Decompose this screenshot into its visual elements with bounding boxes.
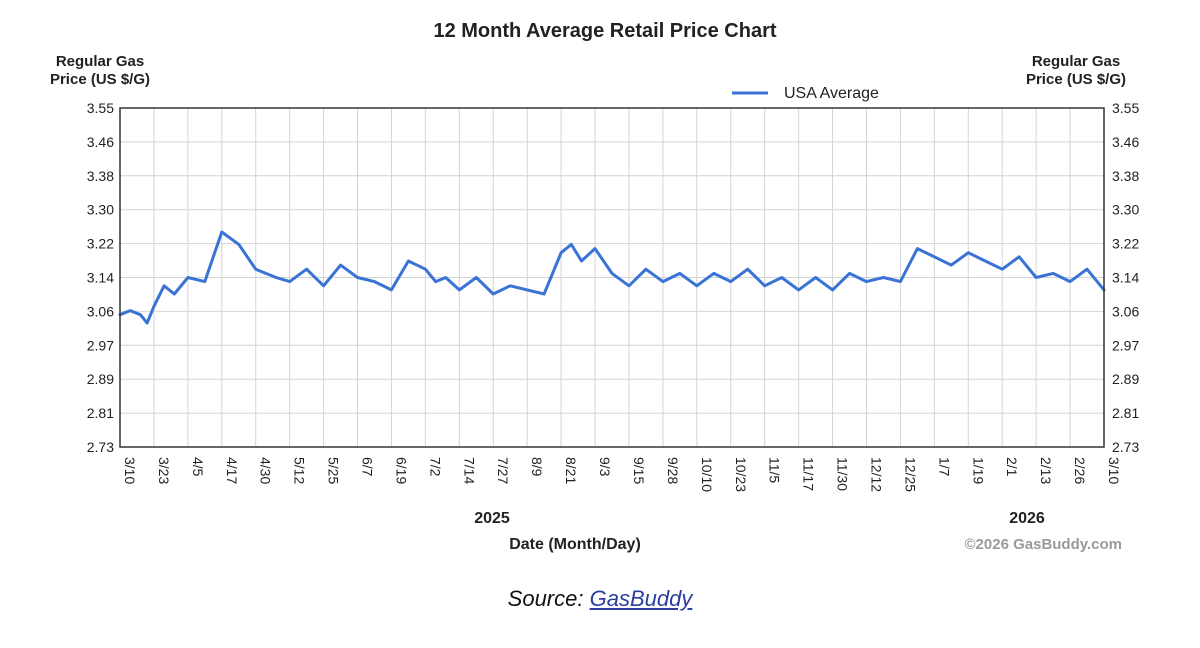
y-tick-label-left: 2.89: [87, 371, 114, 387]
legend: USA Average: [732, 85, 879, 102]
x-tick-label: 7/14: [461, 457, 477, 484]
x-tick-label: 6/19: [393, 457, 409, 484]
x-tick-label: 5/25: [326, 457, 342, 484]
y-tick-label-right: 2.97: [1112, 337, 1139, 353]
y-tick-label-right: 2.81: [1112, 405, 1139, 421]
x-tick-label: 3/10: [122, 457, 138, 484]
x-tick-labels: 3/10 3/23 4/5 4/17 4/30 5/12 5/25 6/7 6/19 7/2 7/1…: [122, 457, 1122, 492]
y-tick-label-right: 3.22: [1112, 236, 1139, 252]
x-axis-label: Date (Month/Day): [509, 536, 641, 553]
x-tick-label: 12/12: [868, 457, 884, 492]
y-axis-label-left-line2: Price (US $/G): [50, 71, 150, 88]
x-tick-label: 9/15: [631, 457, 647, 484]
x-tick-label: 5/12: [292, 457, 308, 484]
x-tick-label: 2/1: [1004, 457, 1020, 477]
x-tick-label: 4/17: [224, 457, 240, 484]
x-tick-label: 2/26: [1072, 457, 1088, 484]
series-layer: [118, 230, 1106, 325]
x-tick-label: 10/10: [699, 457, 715, 492]
y-tick-label-left: 3.14: [87, 270, 114, 286]
y-tick-label-right: 3.38: [1112, 168, 1139, 184]
x-tick-label: 3/23: [156, 457, 172, 484]
y-tick-label-right: 2.73: [1112, 439, 1139, 455]
x-tick-label: 4/30: [258, 457, 274, 484]
plot-frame: [119, 107, 1105, 448]
x-tick-label: 6/7: [360, 457, 376, 477]
x-tick-label: 12/25: [902, 457, 918, 492]
x-tick-label: 4/5: [190, 457, 206, 477]
y-tick-label-left: 3.38: [87, 168, 114, 184]
watermark: ©2026 GasBuddy.com: [965, 536, 1123, 553]
x-tick-label: 7/2: [427, 457, 443, 477]
source-caption: Source: GasBuddy: [0, 586, 1200, 612]
x-tick-label: 11/5: [767, 457, 783, 483]
x-tick-label: 11/30: [835, 457, 851, 491]
series-line-usa-average: [118, 230, 1106, 325]
y-tick-labels: 3.55 3.55 3.46 3.46 3.38 3.38 3.30 3.30 3.22 3.22…: [87, 100, 1140, 455]
chart-title: 12 Month Average Retail Price Chart: [433, 20, 776, 42]
y-tick-label-left: 3.55: [87, 100, 114, 116]
x-tick-label: 1/19: [970, 457, 986, 484]
x-tick-label: 3/10: [1106, 457, 1122, 484]
y-tick-label-left: 2.81: [87, 405, 114, 421]
x-tick-label: 8/21: [563, 457, 579, 484]
y-tick-label-left: 3.22: [87, 236, 114, 252]
y-tick-label-left: 2.97: [87, 337, 114, 353]
y-axis-label-right-line2: Price (US $/G): [1026, 71, 1126, 88]
y-axis-label-left-line1: Regular Gas: [56, 53, 144, 70]
x-tick-label: 9/3: [597, 457, 613, 477]
x-tick-label: 11/17: [801, 457, 817, 491]
x-tick-label: 8/9: [529, 457, 545, 477]
year-label-2025: 2025: [474, 510, 510, 527]
chart-svg: 12 Month Average Retail Price Chart Regu…: [50, 20, 1140, 553]
y-tick-label-right: 3.14: [1112, 270, 1139, 286]
source-prefix: Source:: [507, 586, 590, 611]
year-label-2026: 2026: [1009, 510, 1045, 527]
x-tick-label: 7/27: [495, 457, 511, 484]
x-tick-label: 2/13: [1038, 457, 1054, 484]
y-tick-label-left: 3.30: [87, 202, 114, 218]
source-link[interactable]: GasBuddy: [589, 586, 693, 611]
legend-label: USA Average: [784, 85, 879, 102]
x-tick-label: 1/7: [936, 457, 952, 477]
x-tick-label: 10/23: [733, 457, 749, 492]
y-tick-label-left: 3.06: [87, 303, 114, 319]
gas-price-chart: 12 Month Average Retail Price Chart Regu…: [50, 20, 1140, 553]
x-tick-label: 9/28: [665, 457, 681, 484]
y-tick-label-left: 3.46: [87, 134, 114, 150]
y-tick-label-right: 2.89: [1112, 371, 1139, 387]
y-tick-label-left: 2.73: [87, 439, 114, 455]
y-tick-label-right: 3.46: [1112, 134, 1139, 150]
y-axis-label-right-line1: Regular Gas: [1032, 53, 1120, 70]
y-tick-label-right: 3.06: [1112, 303, 1139, 319]
y-tick-label-right: 3.55: [1112, 100, 1139, 116]
y-tick-label-right: 3.30: [1112, 202, 1139, 218]
grid-layer: [120, 107, 1104, 448]
